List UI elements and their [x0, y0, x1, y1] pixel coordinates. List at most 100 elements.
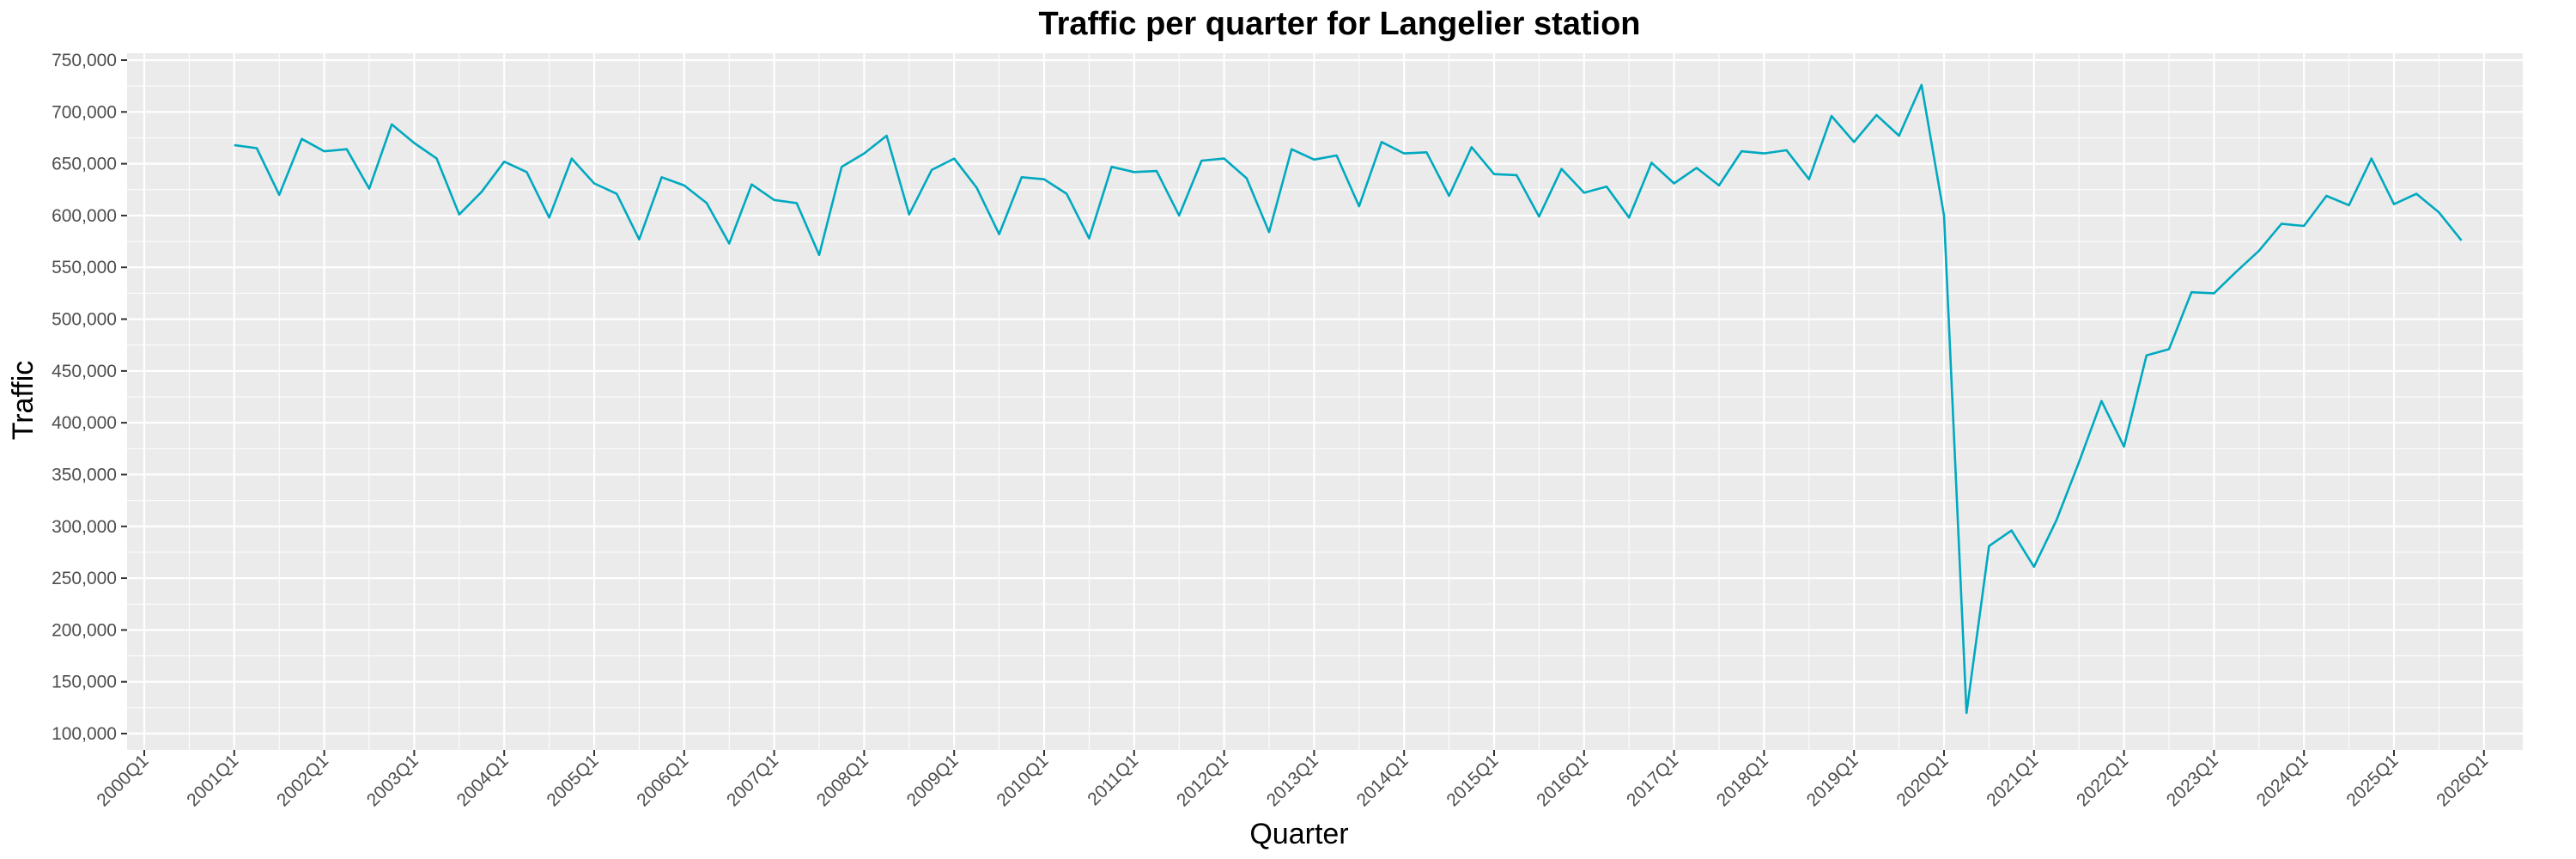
data-point [749, 182, 754, 187]
data-point [1019, 174, 1024, 180]
x-tick-label: 2007Q1 [723, 751, 782, 810]
data-point [344, 147, 349, 152]
data-point [299, 137, 304, 142]
data-point [1649, 160, 1654, 165]
data-point [614, 192, 619, 197]
data-point [1694, 165, 1699, 170]
data-point [1109, 164, 1115, 169]
y-tick-label: 400,000 [52, 413, 117, 433]
data-point [1357, 204, 1362, 209]
data-point [2122, 444, 2127, 449]
data-point [2099, 399, 2104, 404]
data-point [1154, 168, 1159, 174]
data-point [1401, 151, 1406, 156]
x-tick-label: 2005Q1 [543, 751, 602, 810]
data-point [479, 189, 484, 194]
data-point [232, 143, 237, 148]
data-point [1874, 113, 1879, 118]
x-tick-label: 2004Q1 [453, 751, 513, 810]
data-point [704, 200, 709, 205]
data-point [254, 146, 259, 151]
data-point [2211, 290, 2216, 295]
x-tick-label: 2014Q1 [1353, 751, 1413, 810]
data-point [2032, 564, 2037, 570]
data-point [389, 122, 394, 127]
data-point [772, 198, 777, 203]
x-tick-label: 2001Q1 [183, 751, 242, 810]
data-point [2391, 202, 2397, 207]
data-point [1716, 183, 1722, 188]
data-point [1086, 236, 1091, 241]
data-point [659, 174, 665, 180]
data-point [1176, 213, 1182, 218]
data-point [2324, 193, 2329, 198]
data-point [817, 253, 822, 258]
x-tick-label: 2011Q1 [1084, 751, 1142, 809]
x-axis: 2000Q1 2001Q1 2002Q1 2003Q1 2004Q1 2005Q1 2006… [93, 750, 2492, 810]
data-point [2144, 353, 2149, 358]
data-point [1469, 144, 1474, 149]
data-point [2076, 460, 2081, 465]
data-point [1672, 181, 1677, 186]
data-point [1447, 193, 1452, 198]
data-point [636, 237, 641, 242]
data-point [1761, 151, 1766, 156]
data-point [1132, 169, 1137, 174]
data-point [2257, 248, 2262, 253]
series-layer [232, 83, 2463, 715]
y-tick-label: 450,000 [52, 362, 117, 381]
data-point [1042, 177, 1047, 182]
y-tick-label: 600,000 [52, 206, 117, 226]
data-point [997, 232, 1002, 237]
data-point [1514, 173, 1519, 178]
data-point [974, 185, 979, 190]
chart-title: Traffic per quarter for Langelier statio… [1038, 6, 1640, 42]
data-point [1986, 544, 1991, 549]
data-point [1311, 157, 1316, 162]
y-tick-label: 650,000 [52, 155, 117, 174]
major-gridlines [127, 53, 2523, 750]
x-tick-label: 2019Q1 [1803, 751, 1862, 810]
x-tick-label: 2026Q1 [2433, 751, 2492, 810]
y-tick-label: 200,000 [52, 620, 117, 640]
data-point [1604, 184, 1609, 189]
data-point [592, 181, 597, 186]
traffic-series-line [234, 83, 2463, 715]
data-point [951, 156, 957, 161]
x-tick-label: 2022Q1 [2073, 751, 2132, 810]
data-point [1492, 172, 1497, 177]
x-tick-label: 2025Q1 [2342, 751, 2402, 810]
data-point [1334, 153, 1340, 158]
data-point [1739, 149, 1744, 154]
data-point [1807, 177, 1812, 182]
y-tick-label: 150,000 [52, 673, 117, 692]
x-tick-label: 2002Q1 [273, 751, 332, 810]
data-point [1536, 214, 1541, 219]
data-point [1199, 158, 1204, 163]
data-point [2166, 347, 2172, 352]
y-tick-label: 250,000 [52, 569, 117, 588]
data-point [457, 212, 462, 217]
y-tick-label: 500,000 [52, 310, 117, 330]
data-point [1941, 213, 1947, 218]
y-tick-label: 100,000 [52, 724, 117, 744]
data-point [2279, 222, 2284, 227]
data-point [1582, 190, 1587, 195]
data-point [367, 186, 372, 192]
x-tick-label: 2023Q1 [2163, 751, 2222, 810]
x-tick-label: 2006Q1 [633, 751, 692, 810]
x-tick-label: 2010Q1 [993, 751, 1052, 810]
data-point [2234, 269, 2239, 274]
y-axis: 100,000 150,000 200,000 250,000 300,000 350,0… [52, 51, 127, 744]
data-point [861, 151, 866, 156]
data-point [907, 212, 912, 217]
data-point [501, 159, 507, 164]
data-point [2414, 192, 2419, 197]
x-tick-label: 2003Q1 [363, 751, 422, 810]
data-point [322, 149, 327, 154]
x-tick-label: 2015Q1 [1443, 751, 1502, 810]
data-point [2347, 203, 2352, 208]
data-point [1829, 113, 1834, 119]
data-point [682, 183, 687, 188]
